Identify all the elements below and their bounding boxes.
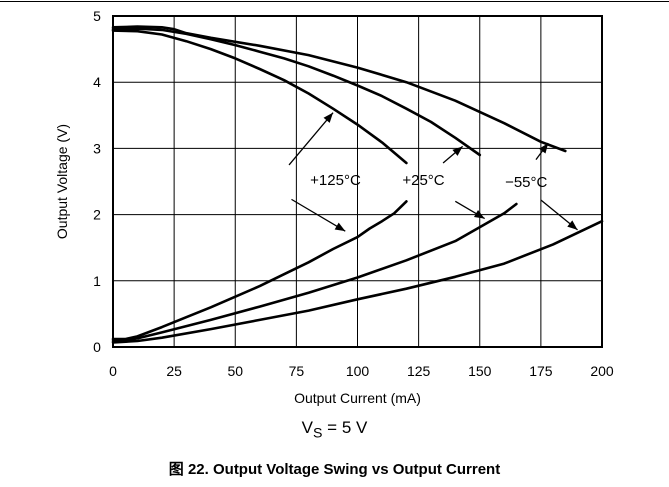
x-tick-label: 25 <box>166 363 182 379</box>
y-axis-ticks: 0 1 2 3 4 5 <box>93 8 101 355</box>
x-axis-ticks: 0 25 50 75 100 125 150 175 200 <box>109 363 614 379</box>
annotation-arrow-line <box>291 198 346 232</box>
curve-low-plus125c <box>111 200 408 341</box>
series-curves <box>111 25 604 344</box>
condition-prefix: V <box>301 418 313 437</box>
y-tick-label: 2 <box>93 207 101 223</box>
y-axis-title: Output Voltage (V) <box>54 124 70 239</box>
supply-voltage-condition: VS = 5 V <box>0 418 669 441</box>
annotation-arrow-head <box>452 146 463 156</box>
x-tick-label: 75 <box>289 363 305 379</box>
plot-frame <box>112 15 603 348</box>
x-tick-label: 100 <box>346 363 370 379</box>
top-rule <box>0 1 669 2</box>
curve-high-plus25c <box>111 27 482 157</box>
curve-low-minus55c <box>111 219 604 344</box>
y-tick-label: 1 <box>93 273 101 289</box>
condition-suffix: = 5 V <box>322 418 368 437</box>
x-tick-label: 0 <box>109 363 117 379</box>
annotation-label-125c: +125°C <box>310 172 361 189</box>
annotation-label-minus55c: −55°C <box>505 174 547 191</box>
curve-high-plus125c <box>111 29 408 165</box>
x-tick-label: 175 <box>529 363 553 379</box>
y-tick-label: 4 <box>93 74 101 90</box>
annotation-arrow-head <box>334 222 346 232</box>
condition-subscript: S <box>313 425 323 442</box>
x-axis-title: Output Current (mA) <box>294 390 421 406</box>
annotation-label-25c: +25°C <box>402 172 444 189</box>
curve-high-minus55c <box>111 25 567 153</box>
x-tick-label: 200 <box>590 363 614 379</box>
curve-low-plus25c <box>111 202 518 343</box>
annotation-arrow-head <box>473 210 485 219</box>
grid-lines <box>113 16 602 347</box>
annotation-arrow-head <box>323 112 334 123</box>
y-tick-label: 3 <box>93 140 101 156</box>
y-tick-label: 0 <box>93 339 101 355</box>
annotation-arrow-line <box>288 112 334 166</box>
y-tick-label: 5 <box>93 8 101 24</box>
annotation-arrow-head <box>567 220 578 230</box>
output-voltage-chart: 0 25 50 75 100 125 150 175 200 0 1 2 3 4 5 Output Cur… <box>54 8 614 406</box>
x-tick-label: 125 <box>407 363 431 379</box>
annotation-arrows <box>288 112 578 232</box>
annotation-arrow-head <box>539 143 549 154</box>
figure-caption: 图 22. Output Voltage Swing vs Output Cur… <box>168 461 501 478</box>
x-tick-label: 150 <box>468 363 492 379</box>
x-tick-label: 50 <box>227 363 243 379</box>
